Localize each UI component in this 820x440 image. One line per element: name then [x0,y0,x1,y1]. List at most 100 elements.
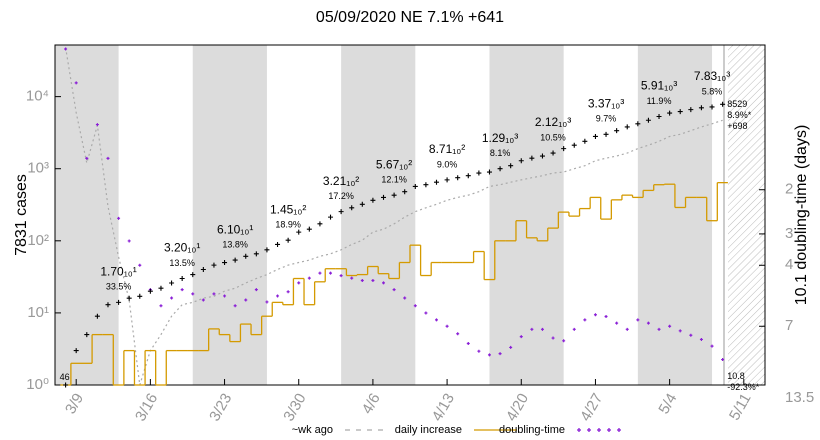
doubling-point [201,298,205,302]
case-point [200,267,206,272]
weekly-label: 12.1% [381,175,407,185]
doubling-point [689,333,693,337]
doubling-point [424,311,428,315]
case-point [285,237,291,243]
x-tick-label: 3/16 [132,390,161,424]
case-point [264,247,270,253]
doubling-point [562,339,566,343]
doubling-point [392,288,396,292]
doubling-point [360,279,364,283]
case-point [253,251,259,257]
y2-tick-label: 7 [785,317,793,334]
bands [55,45,713,385]
doubling-point [604,314,608,318]
case-point [222,260,228,266]
doubling-point [307,276,311,280]
case-point [497,166,503,172]
chart-title: 05/09/2020 NE 7.1% +641 [316,9,504,26]
case-point [147,288,153,294]
doubling-point [170,296,174,300]
case-point [539,153,545,159]
case-point [116,299,122,305]
case-point [486,169,492,175]
doubling-point [721,358,725,362]
weekly-label: 7.83₁₀³ [694,69,730,83]
doubling-point [265,300,269,304]
case-point [402,189,408,195]
doubling-point [530,327,534,331]
case-point [433,179,439,185]
case-point [243,253,249,259]
case-point [370,197,376,203]
doubling-point [244,298,248,302]
week-band [192,45,267,385]
case-point [306,226,312,232]
case-point [614,128,620,134]
doubling-point [138,263,142,267]
case-point [211,262,217,268]
weekly-label: 5.91₁₀³ [641,79,677,93]
doubling-point [625,327,629,331]
case-point [444,177,450,183]
doubling-point [466,342,470,346]
case-point [667,110,673,116]
doubling-point [180,288,184,292]
doubling-point [339,274,343,278]
doubling-point [117,216,121,220]
weekly-label: 1.70₁₀¹ [100,265,136,279]
case-point [275,241,281,247]
doubling-point [615,321,619,325]
case-point [455,175,461,181]
x-tick-label: 5/4 [655,390,680,417]
doubling-point [212,292,216,296]
x-tick-label: 3/23 [206,390,235,424]
doubling-point [106,156,110,160]
case-point [232,257,238,263]
case-point [571,142,577,148]
doubling-point [382,281,386,285]
doubling-point [487,353,491,357]
x-tick-label: 4/13 [429,390,458,424]
note: 8.9%* [727,110,752,120]
weekly-label: 33.5% [106,282,132,292]
y-tick-label: 10¹ [27,304,49,321]
x-tick-label: 4/6 [359,390,384,417]
case-point [349,205,355,211]
case-point [137,293,143,299]
doubling-point [477,349,481,353]
case-point [423,182,429,188]
doubling-point [593,313,597,317]
doubling-point [509,345,513,349]
case-point [296,229,302,235]
doubling-point [74,81,78,85]
case-point [476,170,482,176]
case-point [624,124,630,130]
doubling-point [95,123,99,127]
y2-axis-label: 10.1 doubling-time (days) [793,125,810,306]
week-band [341,45,416,385]
weekly-label: 8.71₁₀² [429,142,465,156]
y-tick-label: 10⁰ [26,376,49,393]
y2-tick-label: 4 [785,256,793,273]
weekly-label: 1.29₁₀³ [482,131,518,145]
doubling-point [710,344,714,348]
case-point [63,382,69,388]
case-point [126,295,132,301]
doubling-point [646,321,650,325]
case-point [169,280,175,286]
doubling-point [445,324,449,328]
weekly-label: 6.10₁₀¹ [217,222,253,236]
doubling-point [583,318,587,322]
x-tick-label: 4/20 [503,390,532,424]
weekly-label: 11.9% [647,96,672,106]
case-point [391,192,397,198]
x-tick-label: 3/30 [280,390,309,424]
note: 10.8 [727,371,745,381]
case-point [317,221,323,227]
weekly-label: 3.20₁₀¹ [164,241,200,255]
case-point [94,313,100,319]
doubling-point [223,294,227,298]
doubling-point [434,318,438,322]
case-point [381,194,387,200]
